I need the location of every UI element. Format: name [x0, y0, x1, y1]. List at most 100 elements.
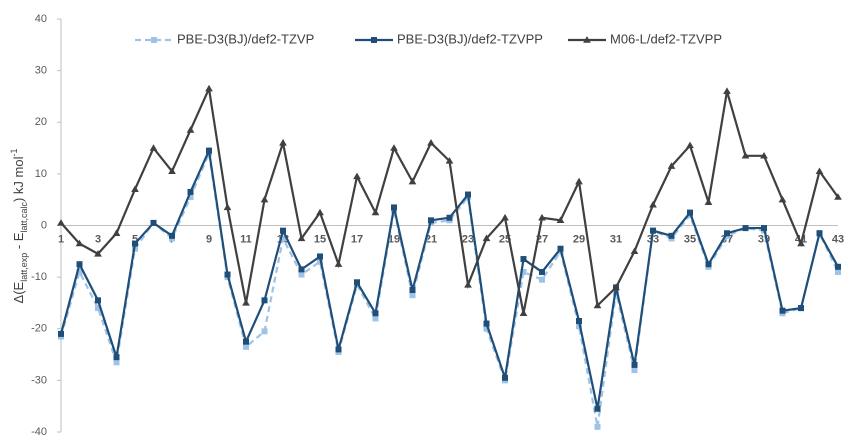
marker [501, 213, 509, 221]
marker [113, 359, 120, 366]
marker [797, 239, 805, 247]
marker [687, 209, 693, 216]
marker [835, 268, 841, 275]
marker [95, 297, 101, 304]
marker [261, 297, 268, 304]
x-tick-label: 1 [58, 233, 64, 245]
marker [575, 177, 583, 185]
series-line [60, 84, 839, 314]
marker [409, 292, 416, 299]
marker [428, 217, 434, 224]
marker [539, 276, 545, 283]
marker [223, 203, 232, 211]
marker [519, 309, 528, 316]
marker [539, 268, 545, 275]
y-axis-label-part: Δ(E [11, 281, 26, 303]
marker [427, 139, 435, 146]
marker [815, 167, 824, 174]
marker [446, 214, 453, 221]
x-tick-label: 35 [684, 233, 696, 245]
series-line [59, 146, 839, 409]
marker [465, 191, 471, 198]
marker [354, 279, 360, 286]
marker [556, 216, 565, 224]
y-tick-label: -30 [31, 374, 47, 386]
series-line [59, 149, 839, 428]
marker [353, 172, 361, 180]
marker [724, 230, 730, 237]
marker [779, 307, 786, 314]
marker [520, 256, 527, 263]
marker [149, 144, 158, 151]
marker [593, 301, 602, 309]
x-tick-label: 11 [240, 233, 252, 245]
marker [335, 346, 342, 353]
marker [372, 315, 379, 322]
marker [594, 423, 601, 430]
x-tick-label: 21 [425, 233, 437, 245]
marker [75, 239, 84, 247]
marker [557, 245, 564, 252]
marker [95, 305, 101, 312]
marker [483, 325, 490, 332]
marker [594, 405, 601, 412]
marker [445, 157, 454, 164]
marker [390, 144, 398, 151]
marker [260, 195, 269, 203]
marker [280, 235, 286, 242]
marker [723, 87, 731, 94]
marker [316, 208, 324, 216]
x-tick-label: 17 [351, 233, 363, 245]
x-tick-label: 33 [647, 233, 659, 245]
y-axis-label-part: ) kJ mol [11, 156, 26, 202]
x-tick-label: 15 [314, 233, 326, 245]
x-tick-label: 43 [832, 233, 844, 245]
marker [816, 230, 823, 237]
marker [169, 232, 175, 239]
marker [243, 343, 249, 350]
marker [94, 250, 102, 257]
y-axis-label-part: -1 [9, 149, 19, 157]
marker [205, 84, 213, 92]
x-tick-label: 9 [206, 233, 212, 245]
marker [187, 188, 194, 195]
legend-label: PBE-D3(BJ)/def2-TZVP [177, 31, 314, 46]
marker [464, 281, 472, 288]
legend-marker [583, 36, 591, 43]
marker [113, 354, 120, 361]
marker [112, 229, 121, 236]
y-axis-label-part: latt,calc [19, 202, 29, 233]
marker [649, 201, 657, 208]
marker [168, 167, 176, 174]
marker [408, 177, 417, 185]
marker [742, 225, 749, 232]
x-tick-label: 19 [388, 233, 400, 245]
marker [483, 320, 490, 327]
marker [630, 247, 639, 255]
marker [76, 268, 83, 275]
marker [334, 260, 343, 267]
marker [242, 299, 250, 306]
marker [206, 147, 212, 154]
y-tick-label: -40 [31, 426, 47, 438]
y-tick-label: 40 [35, 13, 47, 25]
legend-marker [151, 37, 157, 43]
marker [705, 261, 712, 268]
marker [280, 227, 286, 234]
marker [650, 227, 656, 234]
marker [58, 330, 64, 337]
marker [482, 234, 491, 242]
marker [409, 287, 416, 294]
y-tick-label: 30 [35, 65, 47, 77]
y-tick-label: -10 [31, 271, 47, 283]
x-tick-label: 23 [462, 233, 474, 245]
marker [631, 361, 638, 368]
marker [835, 263, 841, 270]
y-axis-label: Δ(Elatt,exp - Elatt,calc) kJ mol-1 [9, 149, 29, 304]
marker [298, 266, 305, 273]
y-tick-label: -20 [31, 323, 47, 335]
marker [391, 204, 397, 211]
marker [297, 234, 306, 242]
